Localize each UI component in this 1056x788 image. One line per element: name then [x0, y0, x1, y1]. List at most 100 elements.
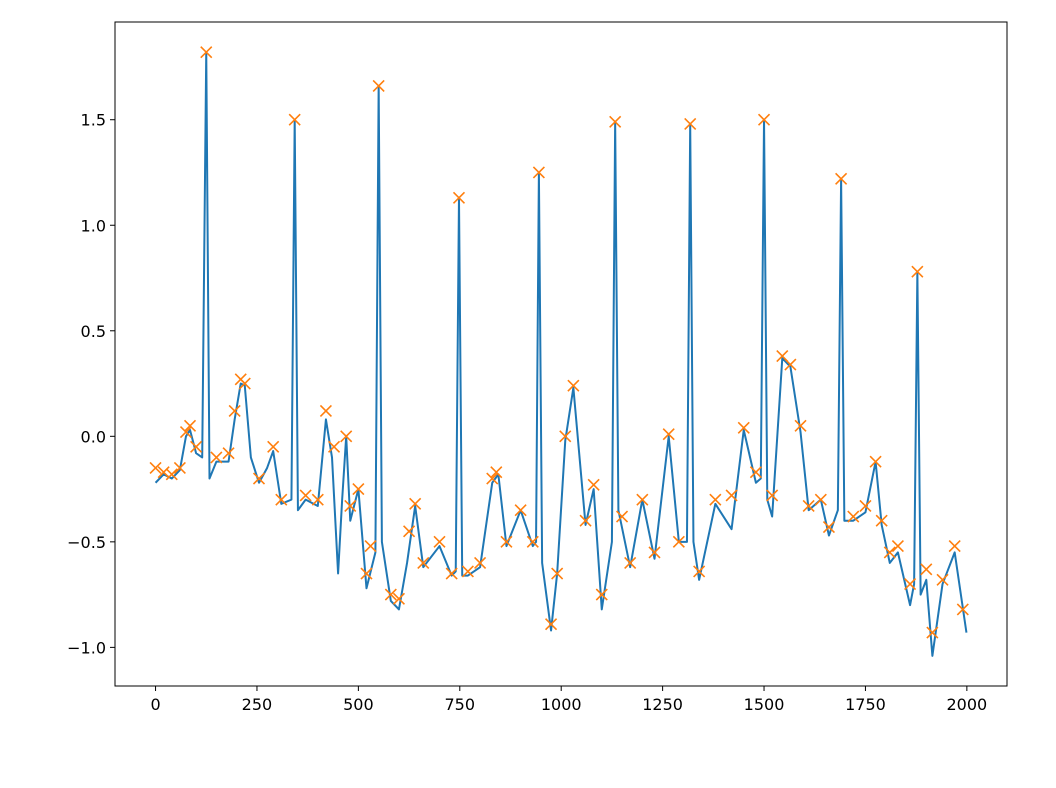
x-tick-label: 0: [150, 695, 160, 714]
peak-marker: [749, 466, 762, 479]
peak-marker: [587, 478, 600, 491]
peak-marker: [579, 514, 592, 527]
peak-marker: [173, 461, 186, 475]
peak-marker: [737, 421, 750, 434]
peak-marker: [672, 535, 685, 548]
x-tick-label: 250: [242, 695, 273, 714]
peak-marker: [228, 404, 241, 418]
peak-marker: [956, 603, 969, 616]
y-tick-label: 1.5: [81, 111, 106, 130]
x-tick-label: 1000: [541, 695, 582, 714]
peak-marker: [814, 493, 827, 506]
peak-marker: [802, 499, 815, 513]
peak-marker: [859, 499, 872, 513]
peak-marker: [490, 466, 503, 479]
peak-marker: [149, 461, 162, 475]
peak-marker: [822, 521, 836, 534]
peak-marker: [891, 540, 904, 553]
signal-line: [154, 51, 968, 657]
y-tick-label: 0.0: [81, 427, 106, 446]
peak-marker: [319, 404, 332, 418]
peak-marker: [875, 514, 888, 527]
peak-marker: [252, 472, 266, 485]
peak-marker: [883, 546, 896, 559]
peak-marker: [526, 535, 539, 548]
x-tick-label: 2000: [947, 695, 988, 714]
peak-marker: [532, 166, 545, 179]
peak-marker: [288, 113, 301, 126]
axes-frame: [114, 21, 1008, 687]
peak-marker: [392, 592, 406, 605]
x-tick-label: 750: [445, 695, 476, 714]
peak-marker: [920, 563, 933, 576]
peak-marker: [210, 451, 223, 464]
peak-marker: [157, 466, 170, 479]
x-tick-label: 1750: [845, 695, 886, 714]
peak-marker: [662, 428, 675, 441]
peak-marker: [544, 618, 558, 631]
peak-marker: [474, 556, 487, 570]
y-tick-label: 1.0: [81, 216, 106, 235]
peak-marker: [344, 499, 357, 513]
peak-marker: [869, 455, 882, 468]
peak-marker: [452, 191, 466, 204]
peak-marker: [299, 489, 312, 502]
peak-marker: [433, 535, 446, 548]
peak-marker: [684, 117, 697, 131]
peak-marker: [609, 115, 622, 128]
peak-marker: [364, 540, 377, 553]
peak-marker: [514, 504, 527, 517]
peak-marker: [904, 577, 917, 591]
peak-marker: [948, 540, 961, 553]
peak-marker: [311, 493, 324, 506]
peak-marker: [403, 525, 416, 538]
peak-marker: [327, 440, 341, 453]
peak-marker: [445, 567, 458, 580]
peak-marker: [417, 556, 430, 570]
peak-marker: [926, 626, 939, 639]
peak-marker: [794, 419, 807, 432]
peak-marker: [835, 172, 848, 185]
peak-marker: [372, 79, 385, 93]
peak-marker: [165, 468, 178, 481]
peak-marker: [461, 565, 474, 578]
peak-marker: [360, 567, 373, 580]
peak-marker: [757, 113, 771, 126]
peak-marker: [340, 430, 353, 443]
y-tick-label: −1.0: [67, 638, 106, 657]
peak-marker: [222, 447, 235, 460]
peak-marker: [238, 377, 251, 390]
peak-marker: [615, 510, 629, 523]
peak-marker: [275, 493, 288, 506]
x-tick-label: 1500: [744, 695, 785, 714]
peak-marker: [267, 440, 280, 453]
peak-marker: [648, 546, 661, 559]
peak-marker: [190, 440, 203, 453]
peak-marker: [567, 379, 580, 392]
peak-marker: [766, 489, 779, 502]
peak-marker: [486, 472, 499, 485]
peak-marker: [551, 567, 564, 580]
peak-marker: [200, 46, 213, 59]
peak-marker: [409, 497, 422, 510]
peak-marker: [847, 510, 860, 523]
y-tick-label: −0.5: [67, 533, 106, 552]
x-tick-label: 1250: [642, 695, 683, 714]
peak-marker: [784, 358, 797, 371]
peak-marker: [725, 489, 738, 502]
peak-marker: [911, 265, 924, 278]
x-tick-label: 500: [343, 695, 374, 714]
peak-marker: [500, 535, 513, 548]
peak-marker: [636, 493, 649, 506]
peak-marker: [559, 430, 572, 443]
peak-marker: [183, 419, 197, 432]
peak-marker: [709, 493, 722, 506]
peak-marker: [693, 565, 706, 578]
peak-marker: [179, 426, 193, 439]
peak-marker: [936, 573, 949, 586]
peak-marker: [595, 588, 608, 601]
peak-marker: [352, 483, 365, 496]
